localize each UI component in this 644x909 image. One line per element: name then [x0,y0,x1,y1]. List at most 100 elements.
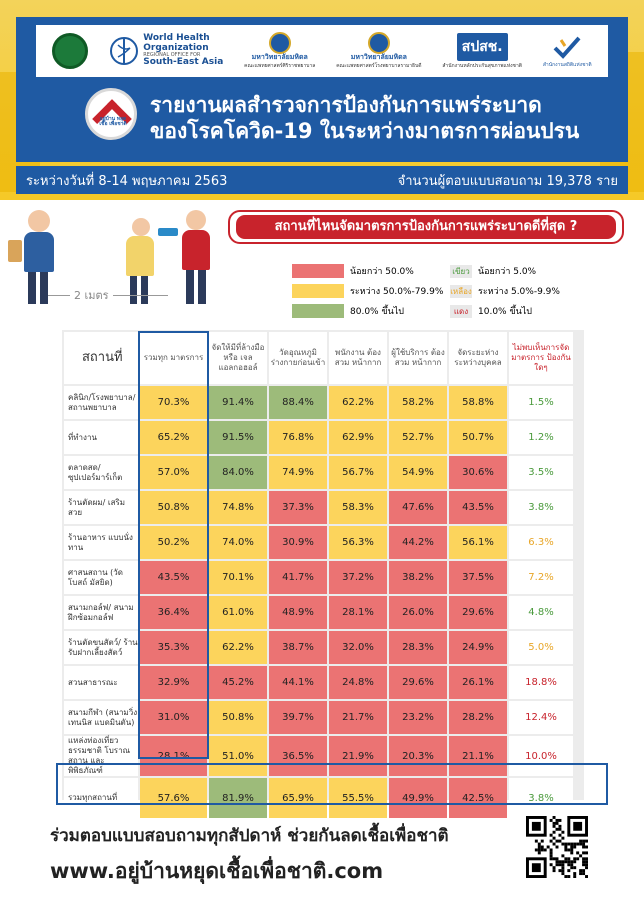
no-measure-cell: 3.8% [509,491,573,524]
value-cell: 37.5% [449,561,507,594]
value-cell: 24.8% [329,666,387,699]
place-name: สนามกอล์ฟ/ สนามฝึกซ้อมกอล์ฟ [64,596,138,629]
value-cell: 50.8% [140,491,207,524]
qr-code-icon[interactable] [526,816,588,878]
mahidol2-sub: คณะแพทยศาสตร์โรงพยาบาลรามาธิบดี [336,62,422,69]
value-cell: 62.9% [329,421,387,454]
legend-tag-red-label: 10.0% ขึ้นไป [478,307,532,317]
value-cell: 74.0% [209,526,267,559]
value-cell: 21.7% [329,701,387,734]
mahidol1-name: มหาวิทยาลัยมหิดล [251,53,308,62]
place-name: สนามกีฬา (สนามวิ่ง เทนนิส แบดมินตัน) [64,701,138,734]
value-cell: 32.0% [329,631,387,664]
legend-yellow-label: ระหว่าง 50.0%-79.9% [350,287,444,297]
value-cell: 70.3% [140,386,207,419]
legend-green-label: 80.0% ขึ้นไป [350,307,404,317]
nso-logo: สำนักงานสถิติแห่งชาติ [543,34,592,69]
moph-emblem-icon [52,33,89,69]
value-cell: 47.6% [389,491,447,524]
moph-logo [52,33,89,69]
value-cell: 42.5% [449,778,507,818]
value-cell: 23.2% [389,701,447,734]
no-measure-cell: 10.0% [509,736,573,776]
value-cell: 76.8% [269,421,327,454]
grocery-bag-icon [8,240,22,262]
who-region: South-East Asia [143,57,224,68]
value-cell: 58.2% [389,386,447,419]
place-name: แหล่งท่องเที่ยวธรรมชาติ โบราณสถาน และ พิ… [64,736,138,776]
footer-invite: ร่วมตอบแบบสอบถามทุกสัปดาห์ ช่วยกันลดเชื้… [50,826,449,846]
value-cell: 50.8% [209,701,267,734]
value-cell: 45.2% [209,666,267,699]
value-cell: 56.1% [449,526,507,559]
header-distancing: จัดระยะห่าง ระหว่างบุคคล [449,332,507,384]
value-cell: 48.9% [269,596,327,629]
value-cell: 56.7% [329,456,387,489]
legend-tag-green: เขียว น้อยกว่า 5.0% [450,264,536,278]
mahidol-emblem-icon [268,32,291,55]
title-line1: รายงานผลสำรวจการป้องกันการแพร่ระบาด [150,93,542,117]
value-cell: 57.6% [140,778,207,818]
header-temperature: วัดอุณหภูมิ ร่างกายก่อนเข้า [269,332,327,384]
who-line1: World Health [143,33,210,44]
value-cell: 70.1% [209,561,267,594]
table-row: สนามกอล์ฟ/ สนามฝึกซ้อมกอล์ฟ 36.4% 61.0% 48.… [64,596,573,629]
stay-home-logo: อยู่บ้าน หยุดเชื้อ เพื่อชาติ [85,88,137,140]
no-measure-cell: 12.4% [509,701,573,734]
value-cell: 41.7% [269,561,327,594]
no-measure-cell: 1.2% [509,421,573,454]
thermometer-icon [158,228,178,236]
question-banner: สถานที่ไหนจัดมาตรการป้องกันการแพร่ระบาดด… [228,210,624,244]
no-measure-cell: 4.8% [509,596,573,629]
person-leg-icon [28,272,36,304]
value-cell: 36.5% [269,736,327,776]
value-cell: 74.9% [269,456,327,489]
place-name: ร้านตัดผม/ เสริมสวย [64,491,138,524]
stay-home-logo-label: อยู่บ้าน หยุดเชื้อ เพื่อชาติ [99,116,127,127]
table-row: สนามกีฬา (สนามวิ่ง เทนนิส แบดมินตัน) 31.0… [64,701,573,734]
person-head-icon [132,218,150,236]
title-line2: ของโรคโควิด-19 ในระหว่างมาตรการผ่อนปรน [150,119,580,144]
place-name: ศาสนสถาน (วัด โบสถ์ มัสยิด) [64,561,138,594]
value-cell: 28.1% [329,596,387,629]
legend-swatch-red [292,264,344,278]
value-cell: 58.8% [449,386,507,419]
person-leg-icon [130,276,137,304]
table-row: ที่ทำงาน 65.2% 91.5% 76.8% 62.9% 52.7% 50.7% 1.… [64,421,573,454]
person-body-icon [126,236,154,276]
report-title: รายงานผลสำรวจการป้องกันการแพร่ระบาด ของโ… [150,92,579,145]
value-cell: 65.9% [269,778,327,818]
table-row: ร้านอาหาร แบบนั่งทาน 50.2% 74.0% 30.9% 56.3%… [64,526,573,559]
no-measure-cell: 3.8% [509,778,573,818]
value-cell: 62.2% [329,386,387,419]
distance-label: 2 เมตร [70,286,113,304]
table-row: ร้านตัดผม/ เสริมสวย 50.8% 74.8% 37.3% 58.3% 4… [64,491,573,524]
nhso-sub: สำนักงานหลักประกันสุขภาพแห่งชาติ [442,62,523,69]
logo-strip: World Health Organization REGIONAL OFFIC… [36,25,608,77]
value-cell: 91.4% [209,386,267,419]
place-name: ร้านอาหาร แบบนั่งทาน [64,526,138,559]
value-cell: 29.6% [449,596,507,629]
value-cell: 36.4% [140,596,207,629]
who-region-small: REGIONAL OFFICE FOR [143,52,201,59]
value-cell: 38.7% [269,631,327,664]
value-cell: 58.3% [329,491,387,524]
value-cell: 44.2% [389,526,447,559]
table-row: ศาสนสถาน (วัด โบสถ์ มัสยิด) 43.5% 70.1% 41.… [64,561,573,594]
no-measure-cell: 3.5% [509,456,573,489]
question-text: สถานที่ไหนจัดมาตรการป้องกันการแพร่ระบาดด… [236,215,616,239]
value-cell: 39.7% [269,701,327,734]
footer-website: www.อยู่บ้านหยุดเชื้อเพื่อชาติ.com [50,859,384,883]
value-cell: 32.9% [140,666,207,699]
mahidol2-name: มหาวิทยาลัยมหิดล [350,53,407,62]
value-cell: 37.2% [329,561,387,594]
mahidol-rama-logo: มหาวิทยาลัยมหิดล คณะแพทยศาสตร์โรงพยาบาลร… [336,32,422,69]
value-cell: 44.1% [269,666,327,699]
results-table: สถานที่ รวมทุก มาตรการ จัดให้มีที่ล้างมื… [62,330,575,820]
date-band: ระหว่างวันที่ 8-14 พฤษภาคม 2563 จำนวนผู้… [16,166,628,194]
table-row: ตลาดสด/ ซุปเปอร์มาร์เก็ต 57.0% 84.0% 74.9% 5… [64,456,573,489]
place-name: คลินิก/โรงพยาบาล/ สถานพยาบาล [64,386,138,419]
legend-swatch-green [292,304,344,318]
header-place: สถานที่ [64,332,138,384]
value-cell: 29.6% [389,666,447,699]
